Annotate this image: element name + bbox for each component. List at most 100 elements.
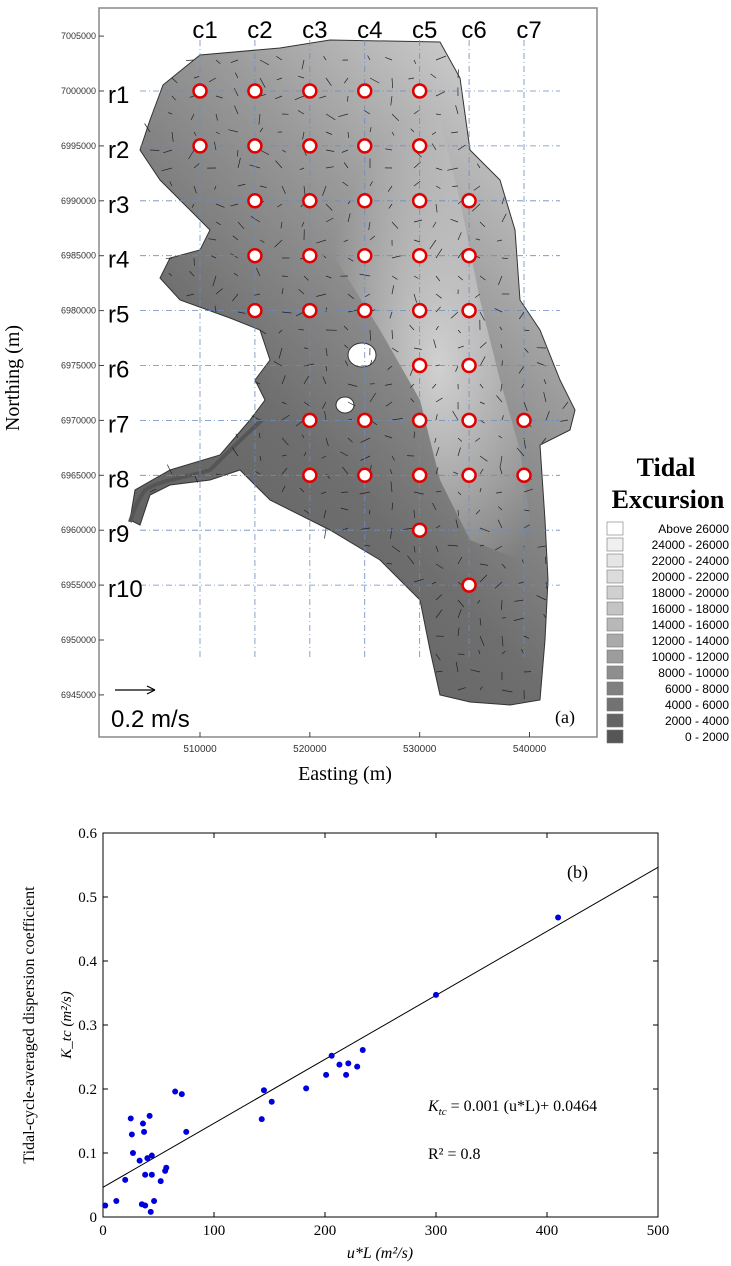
velocity-vector [193, 185, 197, 194]
velocity-vector [496, 491, 503, 494]
velocity-vector [230, 203, 239, 207]
velocity-vector [435, 364, 440, 367]
velocity-vector [435, 248, 443, 259]
map-x-axis-label: Easting (m) [298, 763, 392, 785]
velocity-vector [413, 293, 418, 303]
velocity-vector [275, 160, 283, 169]
scatter-x-tick-label: 0 [99, 1223, 107, 1239]
panel-a-label: (a) [555, 707, 575, 728]
scatter-y-tick-label: 0.4 [78, 954, 97, 970]
station-marker [192, 138, 208, 154]
velocity-vector [516, 447, 525, 457]
data-point [136, 1157, 143, 1164]
station-marker [461, 247, 477, 264]
station-marker [411, 247, 428, 264]
velocity-vector [497, 519, 503, 529]
station-marker [247, 302, 263, 319]
velocity-vector [281, 467, 288, 475]
legend-swatch [606, 713, 624, 728]
velocity-vector [451, 131, 459, 134]
velocity-vector [413, 491, 424, 495]
velocity-vector [273, 360, 283, 367]
velocity-vector [501, 563, 507, 569]
velocity-vector [299, 167, 305, 171]
velocity-vector [297, 75, 305, 79]
velocity-vector [457, 599, 465, 608]
velocity-vector [259, 59, 270, 66]
velocity-vector [212, 275, 217, 287]
velocity-vector [386, 563, 393, 565]
velocity-vector [338, 113, 349, 118]
velocity-vector [545, 556, 547, 565]
velocity-vector [543, 614, 547, 619]
data-point [172, 1088, 179, 1095]
velocity-vector [457, 509, 459, 516]
data-point [303, 1085, 310, 1092]
velocity-vector [447, 167, 459, 171]
legend-label: 18000 - 20000 [652, 586, 730, 600]
column-label: c4 [357, 17, 382, 44]
velocity-vector [435, 446, 440, 457]
velocity-vector [250, 216, 261, 223]
velocity-vector [519, 311, 525, 320]
velocity-vector [341, 491, 349, 493]
station-marker [411, 193, 428, 209]
velocity-vector [407, 555, 415, 565]
legend-swatch [606, 633, 624, 648]
scatter-x-tick-label: 300 [425, 1223, 448, 1239]
scatter-plot-area [102, 832, 659, 1218]
velocity-vector [149, 149, 160, 151]
regression-equation: Ktc = 0.001 (u*L)+ 0.0464 [427, 1098, 597, 1118]
velocity-scale: 0.2 m/s [111, 685, 190, 733]
legend-entries: Above 26000 24000 - 26000 22000 - 24000 200… [606, 521, 730, 744]
velocity-vector [302, 131, 305, 140]
velocity-vector [343, 325, 349, 331]
map-y-tick-label: 7005000 [61, 31, 96, 41]
velocity-vector [278, 347, 283, 359]
station-markers [192, 83, 532, 593]
data-point [148, 1152, 155, 1159]
velocity-vector [237, 311, 246, 314]
map-y-tick-label: 6985000 [61, 251, 96, 261]
legend-label: 0 - 2000 [685, 730, 729, 744]
velocity-vector [435, 594, 443, 601]
velocity-vector [344, 360, 349, 367]
data-point [328, 1052, 335, 1059]
velocity-vector [457, 329, 461, 334]
velocity-vector [435, 467, 439, 475]
data-point [178, 1091, 185, 1098]
velocity-vector [457, 609, 462, 619]
row-labels: r1 r2 r3 r4 r5 r6 r7 r8 r9 r10 [108, 82, 143, 603]
velocity-vector [325, 203, 333, 211]
velocity-vector [435, 525, 441, 529]
equation-rest: = 0.001 (u*L)+ 0.0464 [447, 1098, 597, 1115]
velocity-vector [325, 307, 327, 313]
velocity-vector [303, 275, 309, 281]
scatter-y-tick-label: 0.3 [78, 1018, 97, 1034]
velocity-vector [429, 239, 437, 250]
data-point [128, 1131, 135, 1138]
velocity-vector [495, 545, 503, 551]
velocity-vector [474, 293, 481, 298]
velocity-vector [343, 239, 349, 243]
velocity-vector [479, 544, 485, 547]
station-marker [411, 412, 428, 429]
velocity-vector [479, 221, 486, 227]
velocity-vector [340, 451, 349, 457]
velocity-vector [499, 326, 503, 331]
velocity-vector [276, 77, 283, 81]
island-1 [347, 342, 377, 368]
velocity-vector [281, 288, 284, 295]
map-y-tick-label: 6955000 [61, 580, 96, 590]
velocity-vector [435, 55, 447, 61]
velocity-vector [413, 509, 415, 518]
map-y-tick-label: 6980000 [61, 306, 96, 316]
velocity-vector [188, 149, 195, 160]
station-marker [411, 83, 428, 99]
velocity-vector [215, 221, 221, 226]
velocity-vector [343, 162, 349, 169]
legend-label: Above 26000 [658, 522, 729, 536]
velocity-vector [413, 239, 421, 243]
velocity-vector [501, 599, 503, 611]
